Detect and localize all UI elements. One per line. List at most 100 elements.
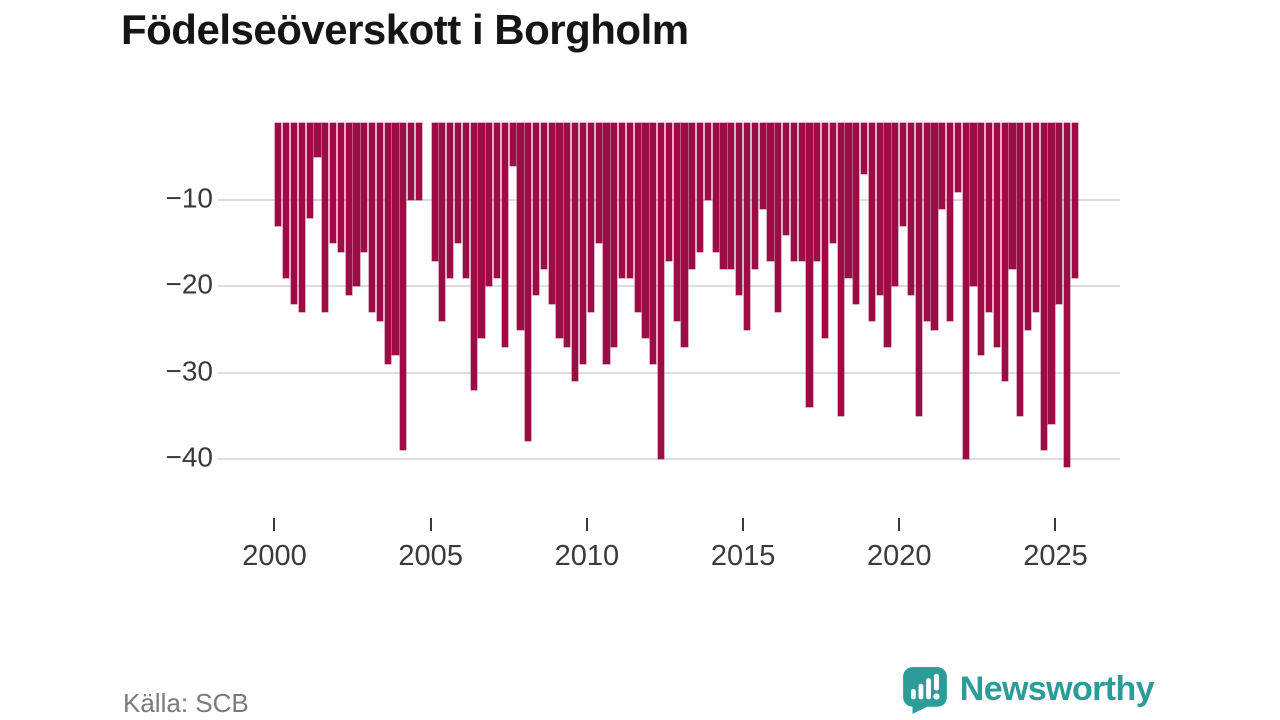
bar (626, 123, 633, 278)
bar (369, 123, 376, 313)
y-axis-label: −40 (165, 441, 214, 473)
x-axis-label: 2025 (1023, 540, 1088, 572)
bar (814, 123, 821, 261)
bar (1001, 123, 1008, 382)
bar (408, 123, 415, 201)
bar (767, 123, 774, 261)
y-axis-label: −10 (165, 183, 214, 215)
bar (587, 123, 594, 313)
x-axis-tick (1054, 518, 1057, 531)
y-axis-label: −30 (165, 355, 214, 387)
bar (712, 123, 719, 252)
bar (907, 123, 915, 296)
bar (564, 123, 571, 347)
bar (314, 123, 321, 158)
bar (743, 123, 751, 330)
x-axis-tick (898, 518, 901, 531)
bar (853, 123, 860, 304)
bar (962, 123, 969, 459)
bar (986, 123, 993, 313)
bar (572, 123, 579, 382)
bar (704, 123, 712, 201)
bar (900, 123, 907, 227)
bar (946, 123, 954, 321)
newsworthy-wordmark: Newsworthy (959, 669, 1155, 708)
bar (759, 123, 766, 209)
bar (478, 123, 485, 339)
y-axis-label: −20 (165, 269, 214, 301)
bar (306, 123, 313, 218)
x-axis-tick (429, 518, 432, 531)
bar (392, 123, 399, 356)
bar (517, 123, 524, 330)
x-axis-tick (273, 518, 276, 531)
bar (540, 123, 548, 270)
bar (822, 123, 829, 339)
bar (603, 123, 610, 364)
bar (400, 123, 407, 451)
bar (1009, 123, 1016, 270)
bar (689, 123, 696, 270)
x-axis-tick (742, 518, 745, 531)
bar (790, 123, 797, 261)
bar (298, 123, 305, 313)
gridline (218, 371, 1120, 374)
bar (275, 123, 282, 227)
bar (876, 123, 883, 296)
source-label: Källa: SCB (123, 688, 249, 718)
bar (611, 123, 618, 347)
gridline (218, 285, 1120, 288)
bar (845, 123, 852, 278)
bar (329, 123, 337, 244)
bar (673, 123, 680, 321)
bar (595, 123, 602, 244)
bar (556, 123, 563, 339)
bar (470, 123, 477, 390)
bar (915, 123, 922, 416)
bar (728, 123, 735, 270)
bar (345, 123, 352, 296)
bar (1056, 123, 1063, 304)
bar (290, 123, 298, 304)
bar (736, 123, 743, 296)
x-axis-label: 2000 (242, 540, 307, 572)
bar (439, 123, 446, 321)
bar (829, 123, 836, 244)
x-axis-label: 2015 (710, 540, 776, 572)
x-axis-label: 2010 (554, 540, 620, 572)
bar (431, 123, 438, 261)
bar (861, 123, 868, 175)
bar (1017, 123, 1024, 416)
bar (533, 123, 540, 296)
bar (665, 123, 672, 261)
bar (361, 123, 368, 252)
bar (978, 123, 985, 356)
bar (1025, 123, 1032, 330)
bar (837, 123, 844, 416)
gridline (218, 457, 1120, 460)
bar (501, 123, 508, 347)
bar (1064, 123, 1071, 468)
bar (868, 123, 876, 321)
bar (720, 123, 727, 270)
bar (782, 123, 790, 235)
bar (697, 123, 704, 252)
bar (775, 123, 782, 313)
bar (509, 123, 516, 166)
newsworthy-logo: Newsworthy (900, 664, 1155, 714)
bar (884, 123, 891, 347)
page-title: Födelseöverskott i Borgholm (121, 6, 689, 53)
bar (1032, 123, 1040, 313)
bar (548, 123, 555, 304)
bar (751, 123, 758, 270)
bar (954, 123, 961, 192)
bar (493, 123, 501, 278)
bar (970, 123, 977, 287)
x-axis-label: 2020 (867, 540, 932, 572)
bar (322, 123, 329, 313)
bar (384, 123, 391, 364)
x-axis-label: 2005 (398, 540, 463, 572)
bar (993, 123, 1000, 347)
